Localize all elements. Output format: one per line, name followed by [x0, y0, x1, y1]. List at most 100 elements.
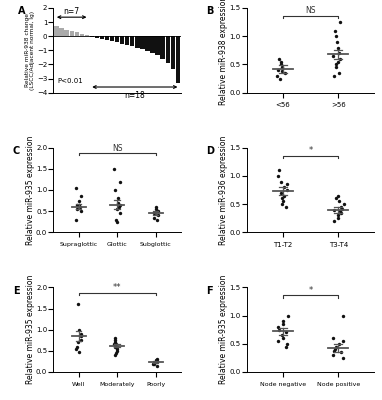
Point	[112, 335, 118, 341]
Point	[338, 204, 344, 210]
Point	[280, 321, 286, 327]
Text: NS: NS	[306, 6, 316, 16]
Text: E: E	[13, 286, 19, 296]
Bar	[110, 36, 114, 41]
Point	[278, 178, 284, 185]
Bar	[70, 31, 74, 36]
Point	[332, 346, 338, 353]
Point	[76, 202, 82, 208]
Point	[117, 210, 123, 216]
Point	[112, 187, 118, 193]
Bar	[105, 36, 109, 40]
Bar	[125, 36, 129, 45]
Point	[112, 352, 118, 358]
Y-axis label: Relative miR-935 expression: Relative miR-935 expression	[26, 135, 35, 245]
Point	[154, 216, 160, 223]
Y-axis label: Relative miR-936 expression: Relative miR-936 expression	[219, 135, 228, 245]
Point	[154, 362, 160, 369]
Point	[330, 335, 336, 341]
Point	[280, 318, 286, 324]
Bar	[100, 36, 104, 39]
Point	[154, 358, 160, 365]
Point	[274, 72, 280, 79]
Text: *: *	[309, 146, 313, 155]
Bar	[79, 34, 84, 36]
Point	[333, 195, 339, 202]
Bar	[115, 36, 119, 42]
Point	[112, 337, 118, 344]
Point	[76, 197, 82, 204]
Y-axis label: Relative miR-935 expression: Relative miR-935 expression	[26, 275, 35, 384]
Bar	[95, 36, 99, 38]
Point	[338, 349, 344, 356]
Point	[276, 56, 282, 62]
Point	[151, 210, 157, 216]
Point	[275, 338, 281, 344]
Point	[113, 341, 119, 348]
Point	[153, 204, 159, 210]
Bar	[145, 36, 150, 51]
Point	[111, 341, 117, 348]
Point	[333, 64, 339, 70]
Y-axis label: Relative miR-938 expression: Relative miR-938 expression	[219, 0, 228, 105]
Point	[78, 337, 84, 344]
Point	[332, 27, 338, 34]
Point	[337, 56, 343, 62]
Point	[278, 190, 284, 196]
Point	[279, 195, 285, 202]
Point	[284, 340, 290, 347]
Point	[112, 339, 118, 346]
Point	[333, 344, 339, 350]
Point	[336, 50, 342, 56]
Point	[337, 208, 343, 214]
Bar	[65, 30, 69, 36]
Point	[78, 208, 84, 214]
Point	[114, 218, 120, 225]
Point	[74, 202, 80, 208]
Point	[275, 167, 282, 174]
Point	[73, 185, 79, 191]
Point	[153, 357, 159, 363]
Point	[116, 204, 122, 210]
Point	[283, 344, 289, 350]
Point	[340, 312, 346, 319]
Text: *: *	[309, 286, 313, 295]
Point	[155, 212, 161, 218]
Point	[331, 347, 337, 354]
Point	[335, 58, 341, 65]
Bar	[120, 36, 125, 44]
Text: B: B	[206, 6, 214, 16]
Bar	[155, 36, 160, 55]
Point	[340, 338, 346, 344]
Point	[78, 331, 84, 337]
Point	[113, 350, 119, 356]
Point	[279, 68, 285, 74]
Point	[76, 348, 82, 355]
Point	[339, 206, 345, 212]
Point	[117, 202, 123, 208]
Text: P<0.01: P<0.01	[57, 78, 83, 84]
Point	[333, 61, 339, 68]
Point	[277, 75, 283, 82]
Point	[112, 344, 118, 350]
Point	[331, 72, 337, 79]
Point	[341, 201, 347, 207]
Point	[281, 192, 287, 199]
Point	[151, 361, 157, 368]
Text: A: A	[18, 6, 25, 16]
Y-axis label: Relative miR-935 expression: Relative miR-935 expression	[219, 275, 228, 384]
Point	[75, 301, 81, 308]
Point	[279, 332, 285, 338]
Point	[280, 335, 286, 341]
Point	[335, 44, 341, 51]
Point	[337, 19, 343, 25]
Point	[78, 193, 84, 200]
Bar	[135, 36, 139, 48]
Point	[283, 204, 289, 210]
Point	[114, 344, 120, 350]
Point	[279, 64, 285, 70]
Point	[284, 181, 290, 188]
Text: D: D	[206, 146, 214, 156]
Point	[74, 206, 80, 212]
Bar	[151, 36, 155, 53]
